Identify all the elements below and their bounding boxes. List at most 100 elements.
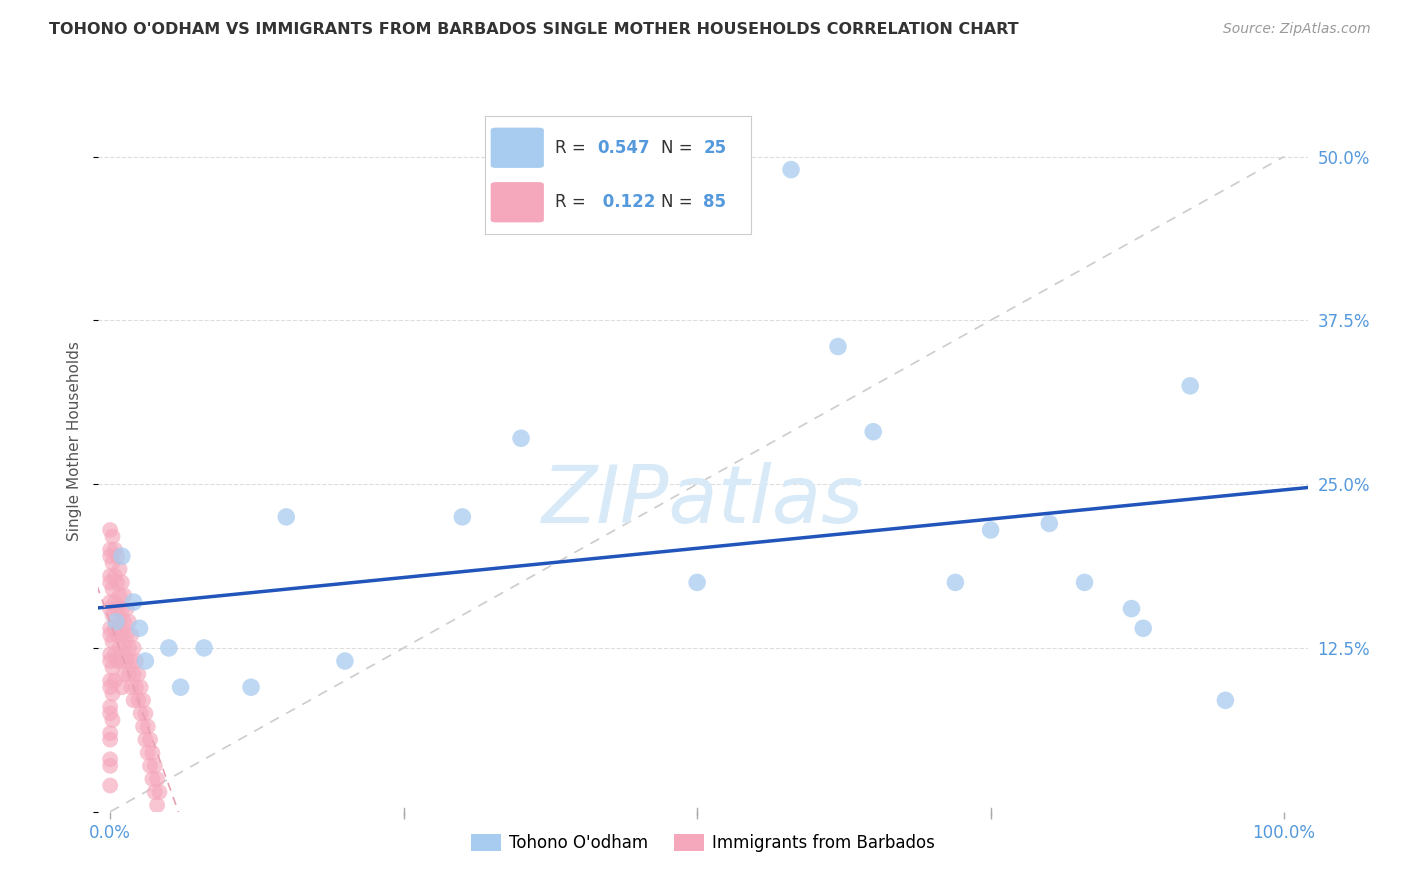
Point (101, 556, 124, 570)
Point (125, 654, 148, 668)
Point (108, 562, 131, 576)
Point (112, 667, 135, 681)
Point (146, 772, 169, 786)
Point (105, 654, 128, 668)
Point (148, 785, 170, 799)
Point (98, 680, 121, 694)
Point (108, 589, 131, 603)
Point (112, 589, 135, 603)
Point (129, 706, 152, 721)
Point (98, 654, 121, 668)
Point (169, 680, 191, 694)
Point (112, 640, 135, 655)
Point (104, 542, 127, 557)
Point (111, 601, 134, 615)
Point (980, 523, 1002, 537)
Point (111, 654, 134, 668)
Point (98, 706, 121, 721)
Point (118, 667, 141, 681)
Point (98, 732, 121, 747)
Point (146, 798, 169, 813)
Point (1132, 621, 1154, 635)
Point (98, 673, 121, 688)
Point (98, 779, 121, 793)
Point (98, 752, 121, 766)
Point (134, 654, 156, 668)
Point (132, 720, 155, 734)
Point (104, 648, 127, 662)
Point (108, 615, 131, 629)
Point (451, 509, 474, 524)
Point (111, 628, 134, 642)
Point (122, 640, 145, 655)
Point (115, 601, 138, 615)
Point (105, 628, 128, 642)
Point (108, 640, 131, 655)
Point (127, 693, 149, 707)
Point (945, 575, 967, 590)
Point (101, 687, 124, 701)
Text: Source: ZipAtlas.com: Source: ZipAtlas.com (1223, 22, 1371, 37)
Point (134, 732, 156, 747)
Point (98, 542, 121, 557)
Text: TOHONO O'ODHAM VS IMMIGRANTS FROM BARBADOS SINGLE MOTHER HOUSEHOLDS CORRELATION : TOHONO O'ODHAM VS IMMIGRANTS FROM BARBAD… (49, 22, 1019, 37)
Point (827, 339, 849, 353)
Point (98, 601, 121, 615)
Point (143, 785, 166, 799)
Legend: Tohono O'odham, Immigrants from Barbados: Tohono O'odham, Immigrants from Barbados (464, 828, 942, 859)
Point (115, 628, 138, 642)
Point (98, 575, 121, 590)
Point (105, 549, 128, 564)
Point (98, 595, 121, 609)
Point (101, 660, 124, 674)
Point (141, 746, 163, 760)
Point (111, 680, 134, 694)
Point (105, 601, 128, 615)
Point (98, 759, 121, 773)
Point (98, 628, 121, 642)
Point (134, 706, 156, 721)
Point (120, 654, 142, 668)
Point (127, 667, 149, 681)
Point (129, 680, 152, 694)
Y-axis label: Single Mother Households: Single Mother Households (67, 342, 83, 541)
Point (101, 713, 124, 727)
Point (98, 648, 121, 662)
Point (125, 680, 148, 694)
Point (333, 654, 356, 668)
Point (132, 693, 155, 707)
Point (122, 667, 145, 681)
Point (104, 621, 127, 635)
Point (104, 595, 127, 609)
Point (104, 673, 127, 688)
Point (240, 680, 263, 694)
Point (101, 634, 124, 648)
Point (98, 726, 121, 740)
Point (105, 615, 128, 629)
Point (1038, 516, 1060, 531)
Point (862, 425, 884, 439)
Point (1073, 575, 1095, 590)
Point (510, 431, 533, 445)
Point (157, 640, 180, 655)
Point (115, 654, 138, 668)
Text: ZIPatlas: ZIPatlas (541, 462, 865, 540)
Point (128, 621, 150, 635)
Point (136, 720, 159, 734)
Point (98, 569, 121, 583)
Point (118, 615, 141, 629)
Point (98, 549, 121, 564)
Point (111, 549, 134, 564)
Point (120, 680, 142, 694)
Point (120, 628, 142, 642)
Point (98, 699, 121, 714)
Point (105, 575, 128, 590)
Point (1180, 379, 1202, 393)
Point (139, 759, 162, 773)
Point (101, 608, 124, 623)
Point (118, 640, 141, 655)
Point (276, 509, 298, 524)
Point (139, 732, 162, 747)
Point (193, 640, 215, 655)
Point (780, 162, 803, 177)
